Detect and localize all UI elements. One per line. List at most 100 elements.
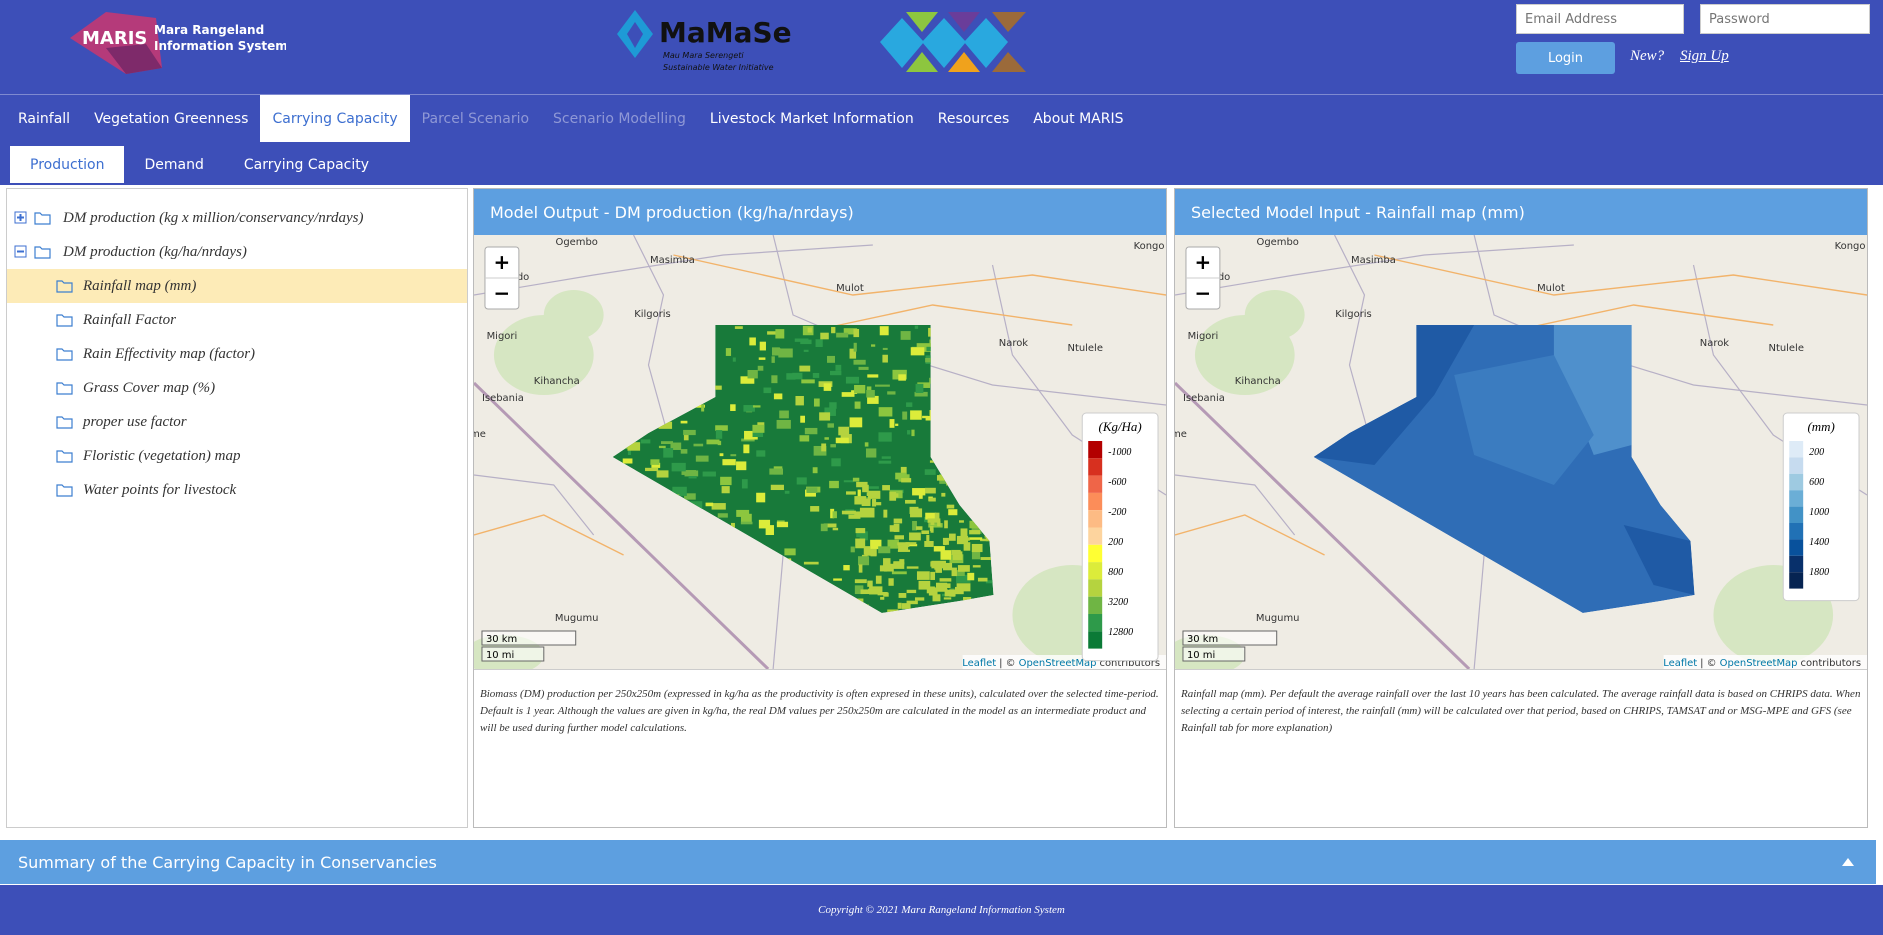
nav-item[interactable]: Rainfall — [18, 110, 71, 127]
raster-cell — [740, 513, 752, 522]
tree-row[interactable]: Rain Effectivity map (factor) — [7, 337, 467, 371]
raster-cell — [736, 509, 750, 517]
tree-row[interactable]: Floristic (vegetation) map — [7, 439, 467, 473]
raster-cell — [928, 523, 943, 528]
raster-cell — [946, 504, 955, 509]
tree-row[interactable]: DM production (kg/ha/nrdays) — [7, 235, 467, 269]
map[interactable]: Ogembo Masimba Kongo Mulot Kilgoris Narok Ntul… — [474, 235, 1166, 669]
road — [1374, 254, 1867, 296]
map[interactable]: Ogembo Masimba Kongo Mulot Kilgoris Narok Ntul… — [1175, 235, 1867, 669]
road — [1175, 474, 1296, 536]
road — [474, 514, 624, 556]
maris-logo[interactable]: MARIS Mara Rangeland Information System — [66, 8, 286, 78]
attribution-link[interactable]: Leaflet — [962, 658, 996, 669]
password-input[interactable] — [1700, 4, 1870, 34]
tree-label: Floristic (vegetation) map — [83, 447, 241, 464]
raster-cell — [917, 382, 931, 388]
raster-cell — [786, 373, 796, 380]
raster-cell — [883, 509, 888, 518]
nav-item[interactable]: Livestock Market Information — [709, 110, 914, 127]
place-label: Mugumu — [1256, 613, 1300, 624]
raster-cell — [900, 331, 911, 340]
zoom-in[interactable]: + — [494, 250, 511, 274]
tree-label: DM production (kg x million/conservancy/… — [63, 209, 364, 226]
raster-cell — [928, 497, 936, 502]
raster-cell — [706, 439, 720, 445]
legend-swatch — [1088, 579, 1103, 597]
road — [673, 254, 1166, 296]
signup-link[interactable]: Sign Up — [1680, 48, 1729, 64]
raster-cell — [804, 427, 818, 435]
tree-row[interactable]: Water points for livestock — [7, 473, 467, 507]
raster-cell — [865, 448, 877, 458]
summary-bar[interactable]: Summary of the Carrying Capacity in Cons… — [0, 840, 1876, 884]
nav-item[interactable]: Carrying Capacity — [260, 95, 410, 142]
place-label: Ntulele — [1769, 343, 1804, 354]
raster-cell — [893, 562, 905, 569]
raster-cell — [939, 578, 952, 582]
attribution-link[interactable]: Leaflet — [1663, 658, 1697, 669]
raster-cell — [819, 412, 831, 421]
raster-cell — [889, 491, 897, 501]
raster-cell — [878, 407, 893, 417]
raster-cell — [906, 566, 919, 569]
raster-cell — [767, 331, 781, 335]
zoom-out[interactable]: − — [1195, 281, 1212, 305]
raster-cell — [803, 561, 819, 565]
legend-swatch — [1789, 490, 1804, 507]
nav-item[interactable]: Resources — [937, 110, 1010, 127]
raster-cell — [909, 532, 921, 541]
tree-row[interactable]: Grass Cover map (%) — [7, 371, 467, 405]
login-button[interactable]: Login — [1516, 42, 1615, 74]
sub-tab[interactable]: Demand — [144, 156, 204, 173]
tree-row[interactable]: Rainfall map (mm) — [7, 269, 467, 303]
tree-icons — [56, 382, 73, 395]
raster-cell — [730, 454, 737, 457]
raster-cell — [884, 563, 894, 572]
raster-cell — [863, 546, 871, 555]
raster-cell — [861, 498, 871, 507]
zoom-in[interactable]: + — [1195, 250, 1212, 274]
rain-zone — [1623, 525, 1695, 595]
legend-swatch — [1789, 539, 1804, 556]
raster-cell — [900, 466, 907, 476]
raster-cell — [848, 511, 861, 519]
nav-item[interactable]: Vegetation Greenness — [94, 110, 249, 127]
tree-row[interactable]: proper use factor — [7, 405, 467, 439]
tree-row[interactable]: DM production (kg x million/conservancy/… — [7, 201, 467, 235]
legend-label: -1000 — [1108, 447, 1131, 458]
place-label: Kihancha — [1235, 376, 1281, 387]
raster-cell — [915, 383, 924, 394]
sub-tab[interactable]: Production — [10, 146, 125, 183]
logo-title: Mara Rangeland — [154, 23, 264, 37]
raster-cell — [943, 540, 947, 546]
raster-cell — [935, 582, 948, 592]
raster-cell — [693, 443, 704, 447]
sub-tab[interactable]: Carrying Capacity — [243, 156, 370, 173]
email-input[interactable] — [1516, 4, 1684, 34]
raster-cell — [905, 542, 917, 545]
place-label: Kilgoris — [1335, 309, 1372, 320]
road — [633, 235, 675, 456]
attribution-link[interactable]: OpenStreetMap — [1720, 658, 1798, 669]
raster-cell — [758, 519, 771, 529]
attribution-link[interactable]: OpenStreetMap — [1019, 658, 1097, 669]
raster-cell — [882, 347, 888, 350]
raster-cell — [972, 565, 981, 568]
raster-cell — [701, 404, 705, 412]
legend-label: -600 — [1108, 477, 1126, 488]
sub-tabs: Production Demand Carrying Capacity — [0, 142, 1883, 185]
raster-cell — [932, 594, 941, 602]
raster-cell — [875, 575, 882, 584]
raster-cell — [864, 486, 879, 489]
nav-item[interactable]: About MARIS — [1033, 110, 1124, 127]
tree-row[interactable]: Rainfall Factor — [7, 303, 467, 337]
rain-zone — [1553, 325, 1632, 455]
collapse-icon[interactable] — [1842, 858, 1854, 866]
raster-cell — [756, 450, 766, 457]
raster-cell — [715, 430, 723, 439]
zoom-out[interactable]: − — [494, 281, 511, 305]
raster-cell — [883, 558, 891, 568]
legend-swatch — [1088, 614, 1103, 632]
raster-cell — [897, 602, 902, 609]
